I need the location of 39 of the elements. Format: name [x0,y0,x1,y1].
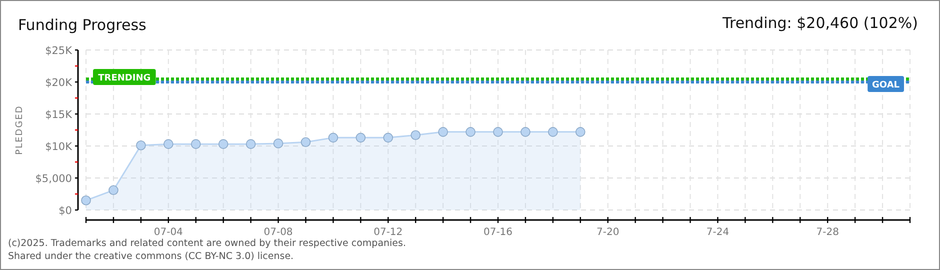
y-tick-label: $0 [58,205,72,217]
point [576,127,586,137]
point [190,139,201,149]
y-tick-label: $20K [45,77,74,89]
x-tick-label: 07-16 [483,227,513,238]
x-tick-label: 7-28 [816,227,839,238]
y-axis-title: PLEDGED [15,105,25,155]
x-tick-label: 07-08 [264,227,293,238]
point [493,127,503,137]
point [273,138,284,148]
point [548,127,558,137]
point [356,132,366,143]
text: (c)2025. Trademarks and related content are owned by their respective companies. [8,238,406,249]
point [246,139,256,149]
point [466,127,476,137]
y-tick-label: $25K [45,45,74,57]
y-tick-label: $10K [45,141,74,153]
y-tick-label: $15K [45,109,74,121]
point [300,137,311,148]
point [218,139,228,149]
y-tick-label: $5,000 [35,173,72,185]
chart-subtitle: Trending: $20,460 (102%) [722,14,918,32]
text: Shared under the creative commons (CC BY-NC 3.0) license. [8,251,294,262]
chart-title: Funding Progress [18,16,147,34]
x-tick-label: 07-12 [374,227,403,238]
x-tick-label: 7-20 [596,227,620,238]
point [438,127,448,137]
point [164,139,174,149]
point [520,127,530,137]
x-tick-label: 7-24 [706,227,730,238]
point [136,140,146,150]
point [383,132,394,143]
point [410,130,420,140]
point [108,185,118,196]
point [328,132,338,143]
point [81,196,91,206]
x-tick-label: 07-04 [154,227,183,238]
ref-line-label: TRENDING [98,74,151,84]
ref-line-label: GOAL [872,80,900,90]
